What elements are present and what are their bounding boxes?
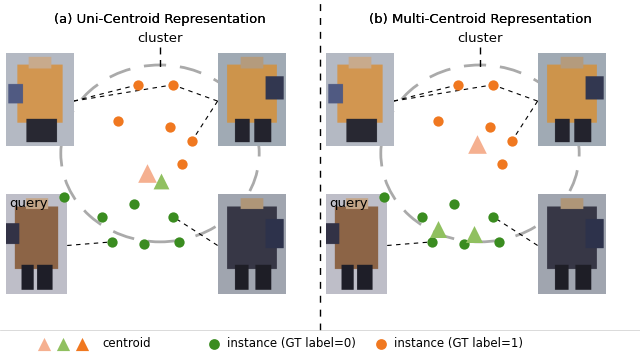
- Point: [174, 239, 184, 245]
- Point: [452, 82, 463, 88]
- Text: cluster: cluster: [137, 32, 183, 45]
- Point: [107, 239, 117, 245]
- Point: [484, 124, 495, 130]
- Point: [468, 231, 479, 237]
- Point: [449, 201, 460, 207]
- Text: (b) Multi-Centroid Representation: (b) Multi-Centroid Representation: [369, 13, 591, 26]
- Text: query: query: [330, 197, 368, 210]
- Text: (a) Uni-Centroid Representation: (a) Uni-Centroid Representation: [54, 13, 266, 26]
- Point: [142, 170, 152, 176]
- Point: [209, 341, 220, 347]
- Point: [379, 194, 389, 200]
- Point: [177, 161, 188, 167]
- Text: instance (GT label=0): instance (GT label=0): [227, 337, 356, 350]
- Point: [59, 194, 69, 200]
- Point: [168, 214, 178, 219]
- Point: [427, 239, 437, 245]
- Text: instance (GT label=1): instance (GT label=1): [394, 337, 523, 350]
- Point: [488, 214, 498, 219]
- Point: [187, 138, 197, 144]
- Point: [488, 82, 498, 88]
- Point: [494, 239, 504, 245]
- Point: [97, 214, 108, 219]
- Point: [58, 341, 68, 347]
- Point: [459, 241, 469, 247]
- Point: [156, 178, 166, 183]
- Point: [497, 161, 508, 167]
- Point: [129, 201, 140, 207]
- Text: (b) Multi-Centroid Representation: (b) Multi-Centroid Representation: [369, 13, 591, 26]
- Point: [376, 341, 386, 347]
- Text: centroid: centroid: [102, 337, 151, 350]
- Point: [139, 241, 149, 247]
- Point: [433, 118, 444, 124]
- Point: [132, 82, 143, 88]
- Point: [168, 82, 178, 88]
- Point: [472, 142, 482, 147]
- Point: [113, 118, 124, 124]
- Point: [164, 124, 175, 130]
- Point: [77, 341, 87, 347]
- Point: [433, 226, 444, 232]
- Point: [38, 341, 49, 347]
- Text: query: query: [10, 197, 48, 210]
- Text: cluster: cluster: [457, 32, 503, 45]
- Text: (a) Uni-Centroid Representation: (a) Uni-Centroid Representation: [54, 13, 266, 26]
- Point: [507, 138, 517, 144]
- Point: [417, 214, 428, 219]
